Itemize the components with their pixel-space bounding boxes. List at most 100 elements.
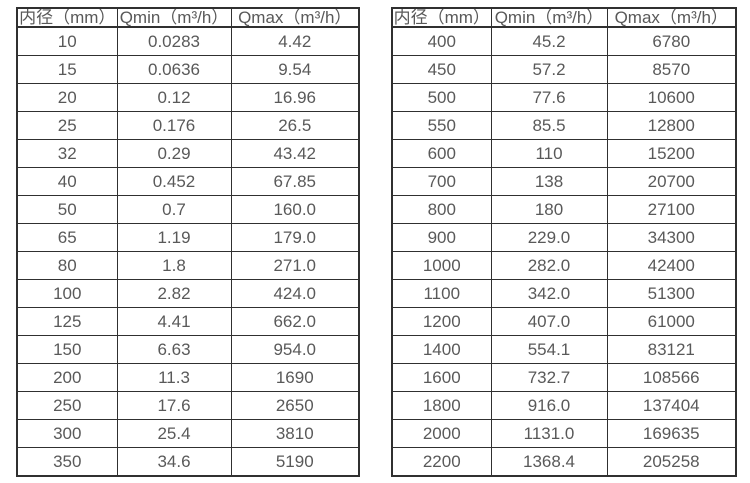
table-cell: 1400 xyxy=(391,334,492,364)
table-cell: 45.2 xyxy=(490,26,608,57)
table-cell: 9.54 xyxy=(230,55,360,85)
table-cell: 1368.4 xyxy=(490,446,608,477)
table-row: 700 138 20700 xyxy=(391,167,737,196)
table-cell: 27100 xyxy=(606,195,737,224)
table-cell: 6780 xyxy=(606,26,737,57)
table-row: 100 2.82 424.0 xyxy=(16,278,360,308)
table-cell: 350 xyxy=(16,446,118,477)
table-cell: 1800 xyxy=(391,390,492,420)
table-cell: 34.6 xyxy=(116,446,232,477)
header-row: 内径（mm） Qmin（m³/h） Qmax（m³/h） xyxy=(16,7,360,28)
table-cell: 83121 xyxy=(606,334,737,364)
table-cell: 77.6 xyxy=(490,83,608,113)
table-cell: 25 xyxy=(16,111,118,141)
table-cell: 1600 xyxy=(391,362,492,392)
table-row: 300 25.4 3810 xyxy=(16,418,360,448)
table-cell: 108566 xyxy=(606,362,737,392)
table-cell: 17.6 xyxy=(116,390,232,420)
table-row: 125 4.41 662.0 xyxy=(16,306,360,336)
table-cell: 65 xyxy=(16,222,118,252)
table-row: 250 17.6 2650 xyxy=(16,390,360,420)
table-cell: 150 xyxy=(16,334,118,364)
table-cell: 61000 xyxy=(606,306,737,336)
table-cell: 32 xyxy=(16,139,118,169)
table-cell: 0.452 xyxy=(116,167,232,196)
column-header: Qmin（m³/h） xyxy=(490,7,608,28)
table-cell: 400 xyxy=(391,26,492,57)
table-cell: 20 xyxy=(16,83,118,113)
table-cell: 110 xyxy=(490,139,608,169)
table-cell: 4.42 xyxy=(230,26,360,57)
table-cell: 271.0 xyxy=(230,250,360,280)
table-row: 600 110 15200 xyxy=(391,139,737,169)
table-row: 1100 342.0 51300 xyxy=(391,278,737,308)
column-header: Qmin（m³/h） xyxy=(116,7,232,28)
table-cell: 8570 xyxy=(606,55,737,85)
table-row: 10 0.0283 4.42 xyxy=(16,26,360,57)
table-cell: 2.82 xyxy=(116,278,232,308)
table-row: 25 0.176 26.5 xyxy=(16,111,360,141)
table-cell: 180 xyxy=(490,195,608,224)
table-cell: 67.85 xyxy=(230,167,360,196)
table-cell: 5190 xyxy=(230,446,360,477)
table-row: 40 0.452 67.85 xyxy=(16,167,360,196)
table-cell: 200 xyxy=(16,362,118,392)
table-row: 500 77.6 10600 xyxy=(391,83,737,113)
table-cell: 732.7 xyxy=(490,362,608,392)
table-cell: 15 xyxy=(16,55,118,85)
table-cell: 1200 xyxy=(391,306,492,336)
table-cell: 4.41 xyxy=(116,306,232,336)
table-cell: 10600 xyxy=(606,83,737,113)
table-cell: 0.176 xyxy=(116,111,232,141)
table-cell: 50 xyxy=(16,195,118,224)
table-cell: 0.0636 xyxy=(116,55,232,85)
table-cell: 1.19 xyxy=(116,222,232,252)
table-cell: 2650 xyxy=(230,390,360,420)
table-cell: 2200 xyxy=(391,446,492,477)
table-cell: 954.0 xyxy=(230,334,360,364)
column-header: Qmax（m³/h） xyxy=(606,7,737,28)
table-cell: 34300 xyxy=(606,222,737,252)
table-cell: 342.0 xyxy=(490,278,608,308)
table-cell: 700 xyxy=(391,167,492,196)
table-row: 65 1.19 179.0 xyxy=(16,222,360,252)
table-cell: 169635 xyxy=(606,418,737,448)
table-row: 50 0.7 160.0 xyxy=(16,195,360,224)
table-cell: 57.2 xyxy=(490,55,608,85)
table-cell: 40 xyxy=(16,167,118,196)
table-row: 2200 1368.4 205258 xyxy=(391,446,737,477)
table-cell: 6.63 xyxy=(116,334,232,364)
table-cell: 229.0 xyxy=(490,222,608,252)
table-cell: 300 xyxy=(16,418,118,448)
table-cell: 85.5 xyxy=(490,111,608,141)
table-cell: 424.0 xyxy=(230,278,360,308)
table-cell: 900 xyxy=(391,222,492,252)
column-header: 内径（mm） xyxy=(16,7,118,28)
table-cell: 25.4 xyxy=(116,418,232,448)
table-cell: 15200 xyxy=(606,139,737,169)
table-row: 1600 732.7 108566 xyxy=(391,362,737,392)
table-cell: 160.0 xyxy=(230,195,360,224)
table-cell: 0.0283 xyxy=(116,26,232,57)
table-cell: 100 xyxy=(16,278,118,308)
table-cell: 0.29 xyxy=(116,139,232,169)
table-cell: 51300 xyxy=(606,278,737,308)
table-cell: 138 xyxy=(490,167,608,196)
table-cell: 282.0 xyxy=(490,250,608,280)
table-cell: 500 xyxy=(391,83,492,113)
table-cell: 1690 xyxy=(230,362,360,392)
column-header: 内径（mm） xyxy=(391,7,492,28)
table-cell: 42400 xyxy=(606,250,737,280)
table-row: 450 57.2 8570 xyxy=(391,55,737,85)
header-row: 内径（mm） Qmin（m³/h） Qmax（m³/h） xyxy=(391,7,737,28)
table-cell: 0.12 xyxy=(116,83,232,113)
table-cell: 1000 xyxy=(391,250,492,280)
table-cell: 137404 xyxy=(606,390,737,420)
table-row: 1000 282.0 42400 xyxy=(391,250,737,280)
table-row: 550 85.5 12800 xyxy=(391,111,737,141)
table-row: 1200 407.0 61000 xyxy=(391,306,737,336)
table-row: 1400 554.1 83121 xyxy=(391,334,737,364)
table-cell: 16.96 xyxy=(230,83,360,113)
table-cell: 11.3 xyxy=(116,362,232,392)
